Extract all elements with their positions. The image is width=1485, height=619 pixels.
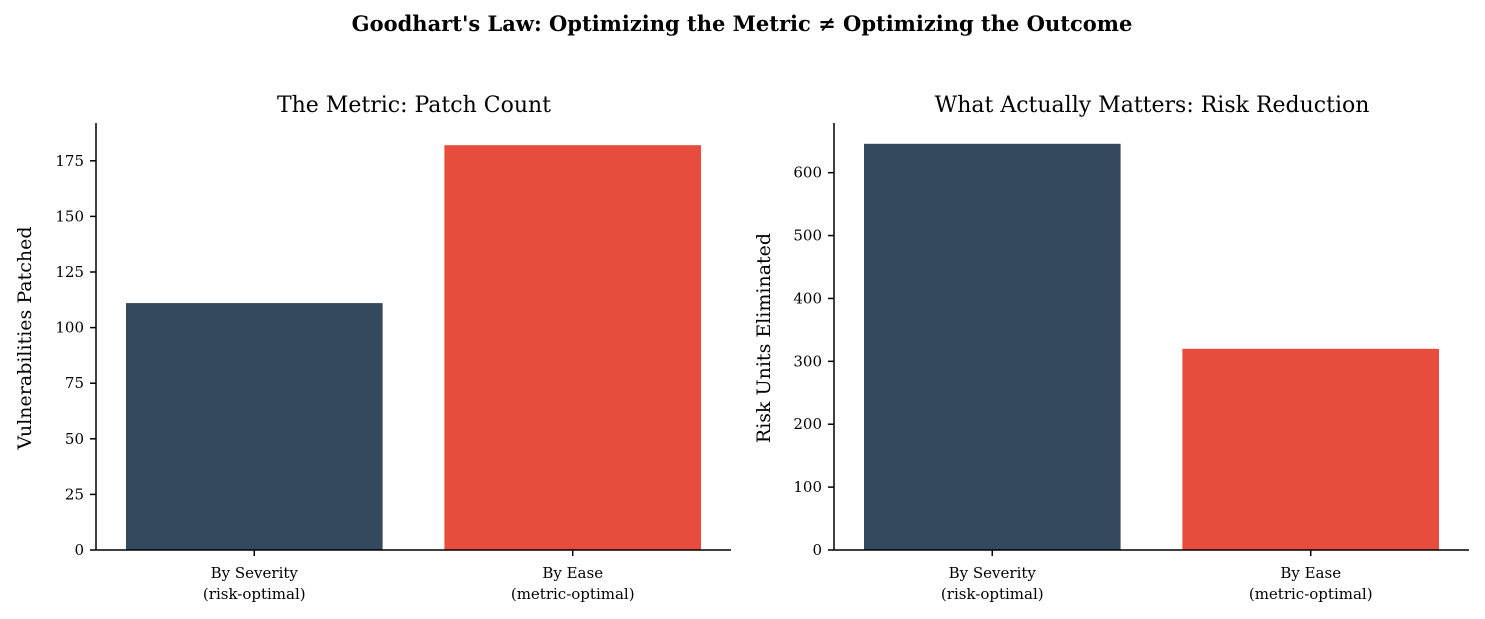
y-tick-label: 125 [55, 263, 84, 281]
y-tick-label: 175 [55, 152, 84, 170]
y-tick-label: 75 [65, 374, 84, 392]
bar [1182, 348, 1439, 550]
y-tick-label: 150 [55, 207, 84, 225]
y-tick-label: 100 [55, 319, 84, 337]
bar [126, 303, 383, 550]
y-axis-label: Risk Units Eliminated [753, 233, 775, 443]
chart-panel-patch-count: The Metric: Patch Count Vulnerabilities … [14, 93, 731, 603]
chart-panel-risk-reduction: What Actually Matters: Risk Reduction Ri… [753, 93, 1469, 603]
figure-suptitle: Goodhart's Law: Optimizing the Metric ≠ … [352, 11, 1133, 36]
y-tick-label: 200 [793, 415, 822, 433]
x-tick-label: By Severity (risk-optimal) [941, 564, 1044, 603]
chart-title: What Actually Matters: Risk Reduction [935, 93, 1370, 118]
y-axis-label: Vulnerabilities Patched [14, 226, 36, 450]
chart-title: The Metric: Patch Count [277, 93, 551, 118]
x-tick-label: By Ease (metric-optimal) [511, 564, 635, 603]
y-tick-label: 100 [793, 478, 822, 496]
bar [444, 145, 701, 550]
x-tick-label: By Severity (risk-optimal) [203, 564, 306, 603]
bar [864, 143, 1121, 551]
x-tick-label: By Ease (metric-optimal) [1249, 564, 1373, 603]
y-tick-label: 0 [812, 541, 822, 559]
y-tick-label: 400 [793, 289, 822, 307]
y-tick-label: 50 [65, 430, 84, 448]
y-tick-label: 600 [793, 164, 822, 182]
y-tick-label: 300 [793, 352, 822, 370]
y-tick-label: 500 [793, 227, 822, 245]
y-tick-label: 0 [74, 541, 84, 559]
y-tick-label: 25 [65, 485, 84, 503]
